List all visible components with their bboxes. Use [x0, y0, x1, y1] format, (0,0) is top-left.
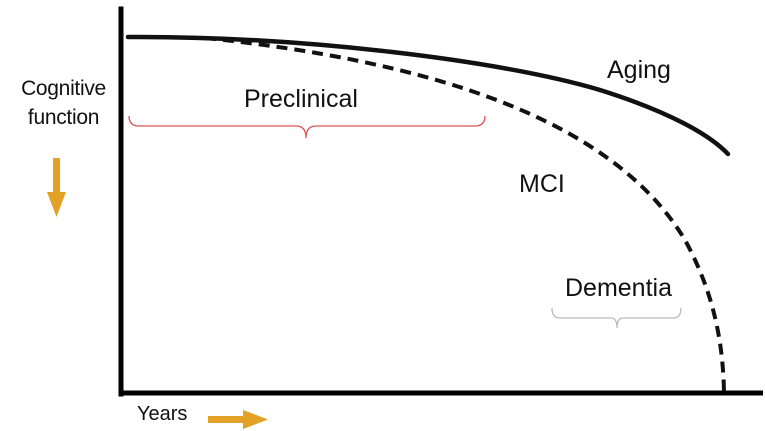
preclinical-brace — [128, 115, 486, 139]
right-arrow-icon — [208, 410, 268, 429]
x-axis-label: Years — [137, 403, 188, 425]
mci-curve — [204, 36, 726, 393]
mci-curve-label: MCI — [519, 170, 565, 198]
down-arrow-icon — [47, 158, 66, 217]
aging-curve — [125, 34, 731, 157]
y-axis-label-line-2: function — [27, 106, 100, 129]
dementia-brace — [551, 307, 682, 329]
dementia-phase-label: Dementia — [565, 274, 672, 302]
y-axis-label-line-1: Cognitive — [21, 77, 106, 100]
y-axis-label: Cognitive function — [16, 74, 111, 132]
aging-curve-label: Aging — [607, 56, 671, 84]
preclinical-phase-label: Preclinical — [244, 85, 358, 113]
